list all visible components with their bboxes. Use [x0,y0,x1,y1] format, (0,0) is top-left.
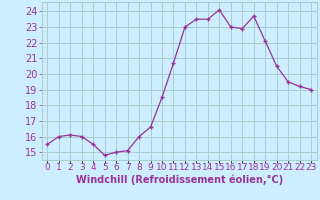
X-axis label: Windchill (Refroidissement éolien,°C): Windchill (Refroidissement éolien,°C) [76,175,283,185]
